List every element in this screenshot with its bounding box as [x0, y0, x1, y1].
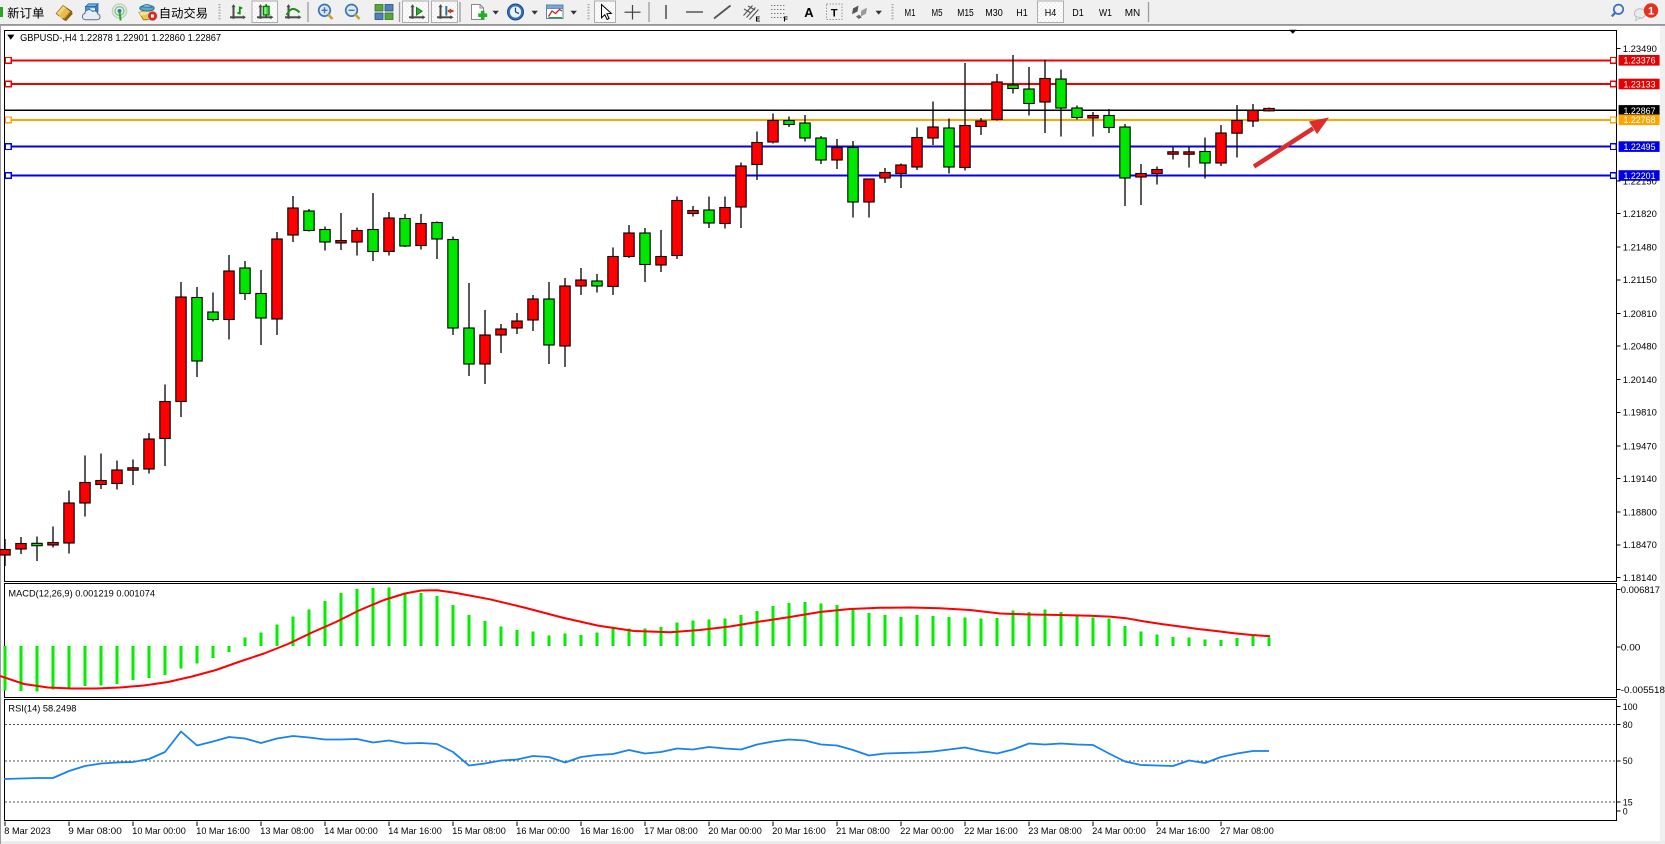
- svg-text:MN: MN: [1125, 8, 1141, 19]
- svg-text:1: 1: [1648, 5, 1654, 17]
- svg-text:14 Mar 16:00: 14 Mar 16:00: [388, 826, 442, 836]
- svg-text:M5: M5: [932, 8, 943, 19]
- svg-text:-0.005518: -0.005518: [1621, 685, 1665, 696]
- svg-text:16 Mar 16:00: 16 Mar 16:00: [580, 826, 634, 836]
- svg-text:27 Mar 08:00: 27 Mar 08:00: [1220, 826, 1274, 836]
- svg-text:1.22150: 1.22150: [1623, 176, 1657, 187]
- svg-text:20 Mar 00:00: 20 Mar 00:00: [708, 826, 762, 836]
- svg-text:13 Mar 08:00: 13 Mar 08:00: [260, 826, 314, 836]
- svg-text:A: A: [804, 5, 814, 20]
- svg-text:80: 80: [1623, 720, 1633, 731]
- svg-text:H4: H4: [1045, 8, 1057, 19]
- svg-text:1.18470: 1.18470: [1623, 540, 1657, 551]
- svg-text:GBPUSD-,H4 1.22878 1.22901 1.: GBPUSD-,H4 1.22878 1.22901 1.22860 1.228…: [20, 33, 221, 44]
- svg-text:1.20480: 1.20480: [1623, 342, 1657, 353]
- svg-text:1.22201: 1.22201: [1624, 171, 1656, 182]
- svg-text:H1: H1: [1016, 8, 1028, 19]
- svg-text:1.20810: 1.20810: [1623, 309, 1657, 320]
- svg-text:0: 0: [1623, 806, 1628, 817]
- svg-text:1.21820: 1.21820: [1623, 209, 1657, 220]
- svg-text:20 Mar 16:00: 20 Mar 16:00: [772, 826, 826, 836]
- svg-text:M1: M1: [905, 8, 916, 19]
- svg-text:9 Mar 08:00: 9 Mar 08:00: [68, 826, 122, 836]
- svg-text:1.22495: 1.22495: [1624, 142, 1656, 153]
- svg-text:22 Mar 16:00: 22 Mar 16:00: [964, 826, 1018, 836]
- svg-text:1.18140: 1.18140: [1623, 573, 1657, 584]
- svg-text:24 Mar 16:00: 24 Mar 16:00: [1156, 826, 1210, 836]
- svg-text:1.23490: 1.23490: [1623, 44, 1657, 55]
- svg-text:50: 50: [1623, 756, 1633, 767]
- svg-text:15 Mar 08:00: 15 Mar 08:00: [452, 826, 506, 836]
- svg-text:1.22867: 1.22867: [1624, 106, 1656, 117]
- svg-text:1.19470: 1.19470: [1623, 441, 1657, 452]
- svg-text:1.23376: 1.23376: [1624, 56, 1656, 67]
- svg-text:10 Mar 00:00: 10 Mar 00:00: [132, 826, 186, 836]
- svg-text:10 Mar 16:00: 10 Mar 16:00: [196, 826, 250, 836]
- svg-text:1.21150: 1.21150: [1623, 275, 1657, 286]
- svg-text:F: F: [784, 17, 789, 24]
- svg-text:14 Mar 00:00: 14 Mar 00:00: [324, 826, 378, 836]
- svg-text:M30: M30: [985, 8, 1003, 19]
- svg-text:1.21480: 1.21480: [1623, 243, 1657, 254]
- svg-text:W1: W1: [1099, 8, 1112, 19]
- svg-text:17 Mar 08:00: 17 Mar 08:00: [644, 826, 698, 836]
- svg-text:1.20140: 1.20140: [1623, 375, 1657, 386]
- svg-text:D1: D1: [1072, 8, 1084, 19]
- svg-text:0.00: 0.00: [1621, 642, 1641, 653]
- svg-text:21 Mar 08:00: 21 Mar 08:00: [836, 826, 890, 836]
- svg-text:100: 100: [1623, 702, 1638, 713]
- svg-text:24 Mar 00:00: 24 Mar 00:00: [1092, 826, 1146, 836]
- svg-text:M15: M15: [957, 8, 974, 19]
- svg-text:1.22768: 1.22768: [1624, 115, 1656, 126]
- svg-text:1.23133: 1.23133: [1624, 79, 1656, 90]
- svg-text:8 Mar 2023: 8 Mar 2023: [4, 826, 51, 836]
- svg-text:1.19140: 1.19140: [1623, 474, 1657, 485]
- svg-text:0.006817: 0.006817: [1621, 585, 1660, 596]
- svg-text:RSI(14) 58.2498: RSI(14) 58.2498: [8, 704, 76, 715]
- svg-text:T: T: [831, 8, 838, 20]
- svg-text:16 Mar 00:00: 16 Mar 00:00: [516, 826, 570, 836]
- svg-text:22 Mar 00:00: 22 Mar 00:00: [900, 826, 954, 836]
- svg-text:15: 15: [1623, 797, 1633, 808]
- svg-text:1.18800: 1.18800: [1623, 508, 1657, 519]
- svg-text:1.19810: 1.19810: [1623, 408, 1657, 419]
- svg-text:23 Mar 08:00: 23 Mar 08:00: [1028, 826, 1082, 836]
- svg-text:MACD(12,26,9) 0.001219 0.00107: MACD(12,26,9) 0.001219 0.001074: [8, 588, 155, 599]
- svg-text:E: E: [756, 17, 761, 24]
